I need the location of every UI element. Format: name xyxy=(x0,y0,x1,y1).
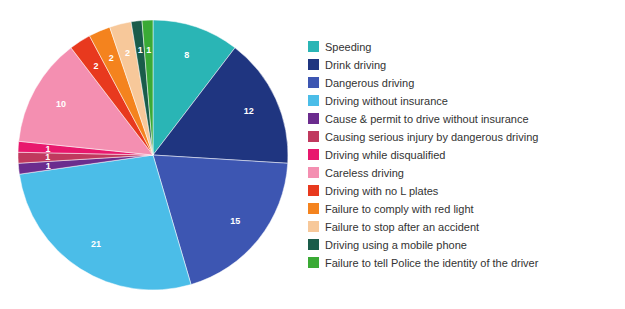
html-text:Drink driving: Drink driving xyxy=(325,58,387,71)
svg-text:1: 1 xyxy=(45,152,50,162)
svg-text:15: 15 xyxy=(230,215,240,225)
html-text:Cause & permit to drive withou: Cause & permit to drive without insuranc… xyxy=(325,112,529,125)
svg-text:12: 12 xyxy=(244,106,254,116)
html-text:Driving without insurance: Driving without insurance xyxy=(325,94,448,107)
svg-text:2: 2 xyxy=(94,61,99,71)
html-text:Failure to stop after an accid: Failure to stop after an accident xyxy=(325,220,480,233)
html-text:Driving with no L plates: Driving with no L plates xyxy=(325,184,439,197)
html-text:Causing serious injury by dang: Causing serious injury by dangerous driv… xyxy=(325,130,539,143)
svg-text:2: 2 xyxy=(125,47,130,57)
svg-text:2: 2 xyxy=(109,53,114,63)
html-text:Dangerous driving: Dangerous driving xyxy=(325,76,415,89)
html-text:Careless driving: Careless driving xyxy=(325,166,404,179)
html-text:Driving while disqualified: Driving while disqualified xyxy=(325,148,446,161)
svg-text:1: 1 xyxy=(138,45,143,55)
svg-text:1: 1 xyxy=(146,44,151,54)
svg-text:21: 21 xyxy=(91,238,101,248)
html-text:Failure to comply with red lig: Failure to comply with red light xyxy=(325,202,474,215)
html-text:Speeding: Speeding xyxy=(325,40,372,53)
svg-text:8: 8 xyxy=(184,50,189,60)
svg-text:1: 1 xyxy=(46,160,51,170)
html-text:Driving using a mobile phone: Driving using a mobile phone xyxy=(325,238,467,251)
svg-text:10: 10 xyxy=(56,98,66,108)
svg-text:1: 1 xyxy=(45,143,50,153)
html-text:Failure to tell Police the ide: Failure to tell Police the identity of t… xyxy=(325,256,539,269)
